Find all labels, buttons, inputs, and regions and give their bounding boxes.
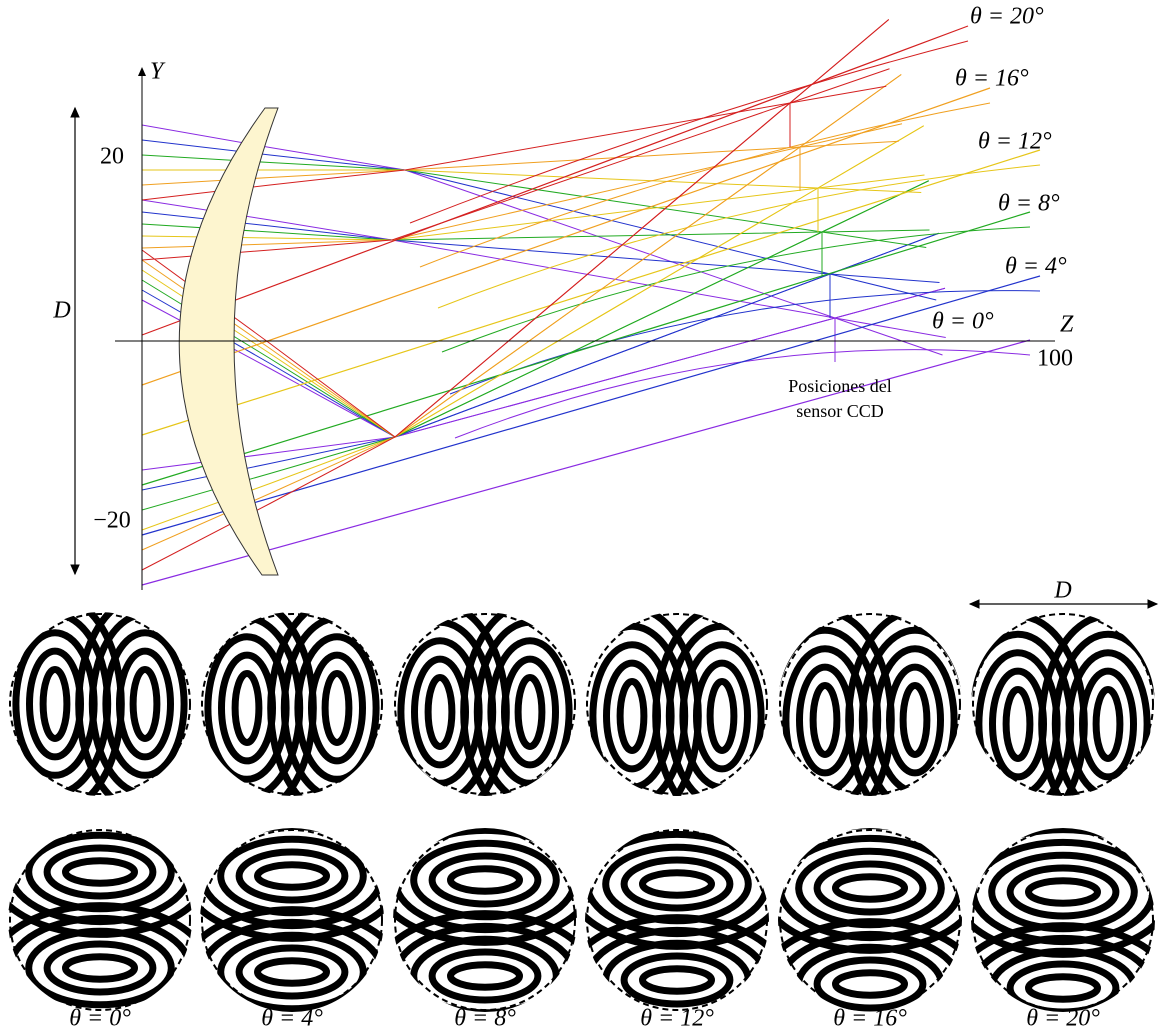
ray (142, 20, 889, 571)
angle-label: θ = 16° (955, 66, 1029, 92)
fringe-label: θ = 0° (69, 1006, 131, 1032)
ray (142, 140, 936, 300)
fringe-label: θ = 12° (640, 1006, 714, 1032)
fringe (569, 822, 785, 1034)
fringe (566, 608, 789, 824)
fringe-label: θ = 8° (454, 1006, 516, 1032)
y-label: Y (150, 59, 166, 85)
figure: Y Z 20 −20 100 D D Posiciones del sensor… (0, 0, 1161, 1034)
angle-label: θ = 20° (970, 4, 1044, 30)
focal-curve (410, 41, 968, 223)
fringe-patterns: θ = 0° θ = 4° θ = 8° θ = 12° θ = 16° θ = 20° (0, 596, 1161, 1034)
fringe (762, 826, 978, 1034)
chief-ray (142, 26, 968, 335)
angle-label: θ = 12° (978, 129, 1052, 155)
focal-curve (455, 350, 1030, 438)
fringe (0, 596, 211, 812)
fringe (0, 810, 208, 1031)
z-tick-label: 100 (1037, 346, 1073, 372)
fringe (952, 612, 1161, 832)
z-label: Z (1060, 312, 1074, 338)
sensor-note: Posiciones del (788, 376, 892, 396)
fringe (181, 600, 404, 816)
fringe-aperture-label: D (1053, 578, 1071, 604)
angle-label: θ = 0° (932, 309, 994, 335)
fringe-label: θ = 16° (833, 1006, 907, 1032)
fringe (374, 604, 597, 820)
ray (142, 20, 889, 438)
fringe-bg (393, 612, 577, 796)
angle-label: θ = 4° (1005, 254, 1067, 280)
angle-label: θ = 8° (998, 191, 1060, 217)
sensor-note: sensor CCD (796, 401, 884, 421)
fringe (955, 828, 1161, 1034)
fringe (377, 818, 593, 1034)
fringe (759, 612, 982, 828)
fringe-label: θ = 4° (261, 1006, 323, 1032)
ray (142, 200, 946, 338)
fringe-label: θ = 20° (1026, 1006, 1100, 1032)
y-tick-label: −20 (93, 508, 131, 534)
fringe (184, 814, 400, 1034)
ray-trace (142, 20, 1040, 586)
aperture-label: D (52, 298, 70, 324)
chief-ray (142, 276, 1040, 535)
chief-ray (142, 212, 1030, 485)
y-tick-label: 20 (100, 144, 124, 170)
